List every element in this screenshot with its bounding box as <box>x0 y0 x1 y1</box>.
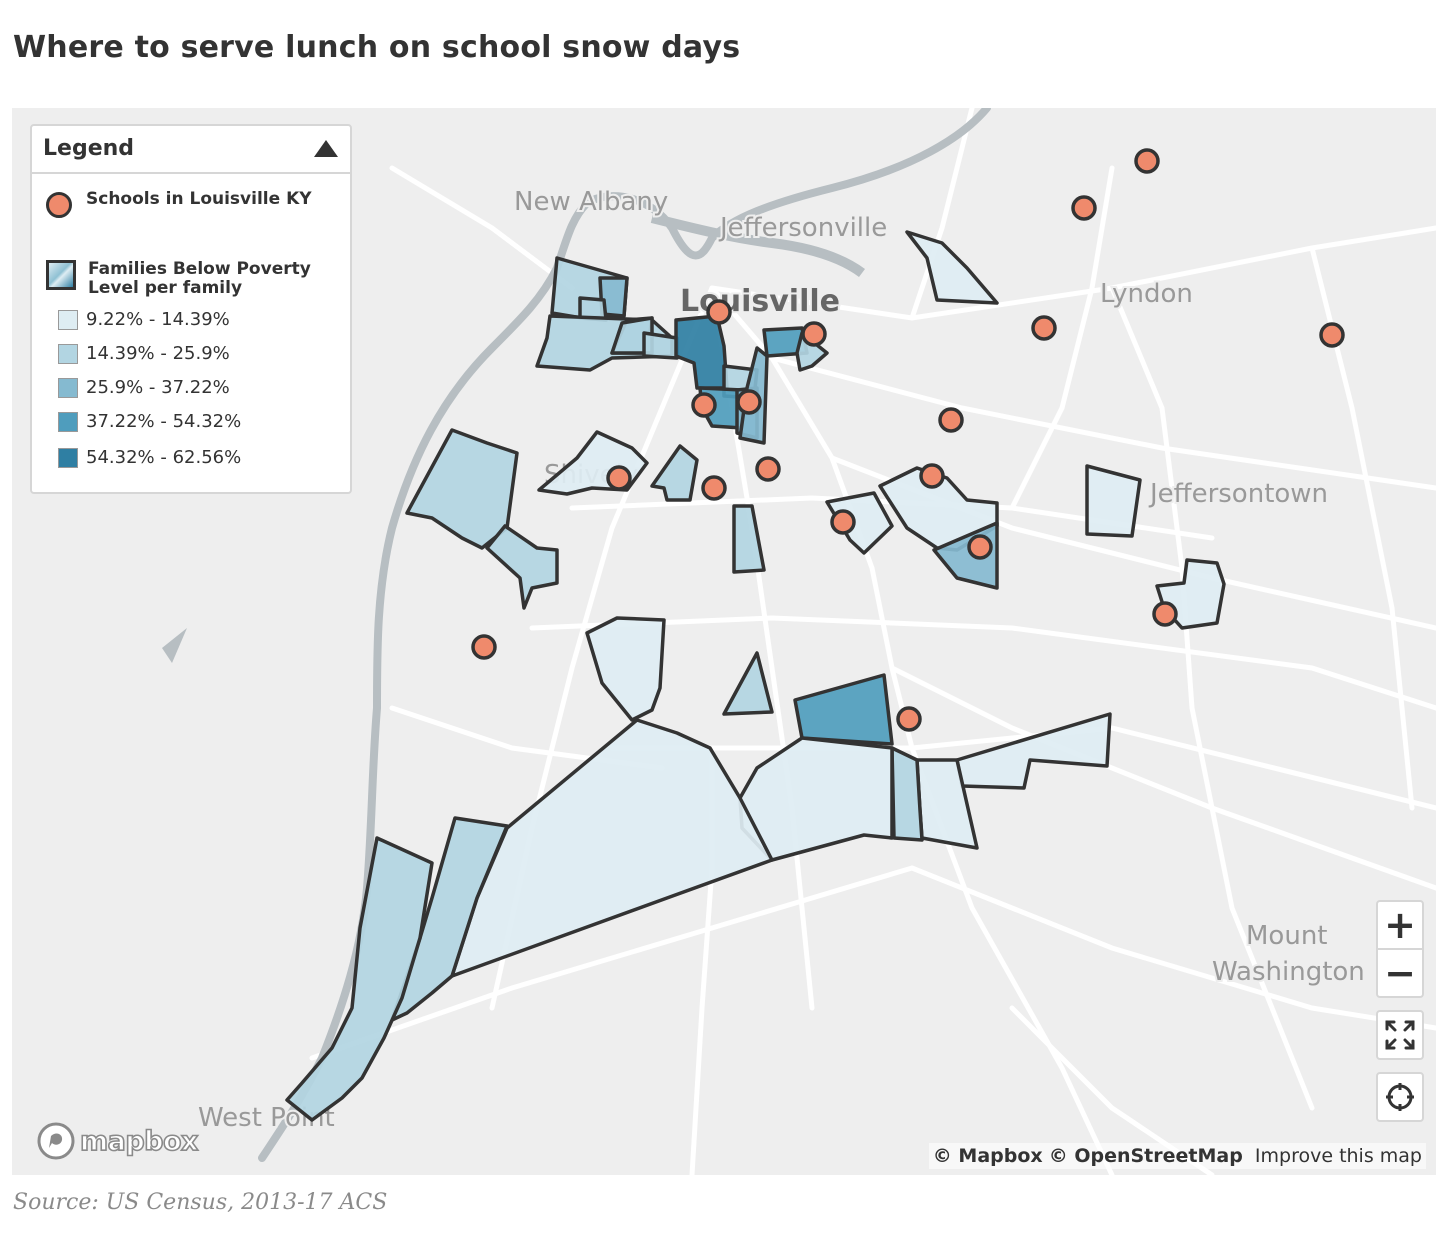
tract[interactable] <box>732 504 766 574</box>
tract[interactable] <box>642 331 679 360</box>
school-point[interactable] <box>736 389 762 415</box>
tract[interactable] <box>650 444 699 502</box>
legend-bin: 37.22% - 54.32% <box>58 411 241 432</box>
place-jeffersontown: Jeffersontown <box>1148 479 1328 509</box>
polygon-swatch-icon <box>46 260 76 290</box>
tract[interactable] <box>585 616 666 722</box>
tract[interactable] <box>793 673 894 746</box>
tract[interactable] <box>390 816 509 1022</box>
mapbox-logo[interactable]: mapbox <box>36 1121 199 1161</box>
school-point[interactable] <box>606 465 632 491</box>
legend-layer-poverty: Families Below Poverty Level per family <box>46 260 348 298</box>
basemap: New Albany Jeffersonville Louisville Lyn… <box>162 108 1436 1175</box>
legend-header[interactable]: Legend <box>32 126 350 174</box>
school-point[interactable] <box>1319 322 1345 348</box>
tract[interactable] <box>485 524 559 610</box>
school-point[interactable] <box>706 299 732 325</box>
zoom-in-button[interactable]: + <box>1384 903 1416 947</box>
school-point[interactable] <box>801 321 827 347</box>
legend-title: Legend <box>43 136 135 161</box>
place-jeffersonville: Jeffersonville <box>718 213 887 243</box>
collapse-triangle-icon[interactable] <box>314 140 338 157</box>
zoom-out-button[interactable]: − <box>1384 951 1416 995</box>
legend-panel: Legend Schools in Louisville KY Families… <box>30 124 352 494</box>
fullscreen-button[interactable] <box>1378 1012 1422 1058</box>
mapbox-wordmark: mapbox <box>79 1125 199 1158</box>
bin-swatch-4 <box>58 411 78 432</box>
tract[interactable] <box>674 314 729 390</box>
legend-poverty-label: Families Below Poverty Level per family <box>88 259 311 298</box>
tract[interactable] <box>1085 464 1142 538</box>
legend-bin: 25.9% - 37.22% <box>58 377 230 398</box>
tract[interactable] <box>890 746 924 842</box>
bin-label-5: 54.32% - 62.56% <box>86 447 242 468</box>
bin-swatch-3 <box>58 377 78 398</box>
school-point[interactable] <box>938 407 964 433</box>
geolocate-button[interactable] <box>1378 1074 1422 1120</box>
mapbox-logo-icon <box>37 1122 75 1160</box>
attribution-osm-link[interactable]: © OpenStreetMap <box>1048 1145 1243 1167</box>
zoom-separator <box>1378 948 1422 950</box>
attribution-mapbox-link[interactable]: © Mapbox <box>932 1145 1043 1167</box>
school-point[interactable] <box>1031 315 1057 341</box>
school-point[interactable] <box>967 534 993 560</box>
place-washington: Washington <box>1212 957 1365 987</box>
bin-swatch-1 <box>58 309 78 330</box>
school-point[interactable] <box>1134 148 1160 174</box>
bin-label-4: 37.22% - 54.32% <box>86 411 242 432</box>
page-title: Where to serve lunch on school snow days <box>13 30 741 65</box>
schools-layer <box>471 148 1345 732</box>
zoom-control: + − <box>1376 900 1424 998</box>
bin-swatch-2 <box>58 343 78 364</box>
tract[interactable] <box>905 230 999 305</box>
tract[interactable] <box>955 712 1112 790</box>
crosshair-icon <box>1386 1083 1414 1111</box>
school-point[interactable] <box>1071 195 1097 221</box>
place-new-albany: New Albany <box>514 187 668 217</box>
tract[interactable] <box>405 428 519 550</box>
school-point[interactable] <box>691 392 717 418</box>
bin-label-1: 9.22% - 14.39% <box>86 309 230 330</box>
tract[interactable] <box>450 718 774 978</box>
legend-bin: 9.22% - 14.39% <box>58 309 230 330</box>
improve-map-link[interactable]: Improve this map <box>1254 1145 1422 1167</box>
school-point[interactable] <box>471 634 497 660</box>
legend-bin: 14.39% - 25.9% <box>58 343 230 364</box>
legend-schools-label: Schools in Louisville KY <box>86 189 312 209</box>
school-point[interactable] <box>830 509 856 535</box>
school-circle-icon <box>46 192 72 218</box>
legend-bin: 54.32% - 62.56% <box>58 447 241 468</box>
school-point[interactable] <box>755 456 781 482</box>
expand-icon <box>1385 1020 1415 1050</box>
school-point[interactable] <box>1152 601 1178 627</box>
geolocate-control <box>1376 1072 1424 1122</box>
school-point[interactable] <box>919 463 945 489</box>
fullscreen-control <box>1376 1010 1424 1060</box>
place-louisville: Louisville <box>680 284 840 319</box>
bin-label-2: 14.39% - 25.9% <box>86 343 230 364</box>
place-lyndon: Lyndon <box>1100 279 1193 309</box>
legend-layer-schools: Schools in Louisville KY <box>46 190 326 218</box>
tract[interactable] <box>285 836 434 1122</box>
map-attribution: © Mapbox © OpenStreetMap Improve this ma… <box>928 1143 1426 1169</box>
school-point[interactable] <box>701 475 727 501</box>
bin-label-3: 25.9% - 37.22% <box>86 377 230 398</box>
place-mount: Mount <box>1246 921 1328 951</box>
map-canvas[interactable]: New Albany Jeffersonville Louisville Lyn… <box>12 108 1436 1175</box>
school-point[interactable] <box>896 706 922 732</box>
bin-swatch-5 <box>58 447 78 468</box>
source-note: Source: US Census, 2013-17 ACS <box>13 1190 388 1215</box>
poverty-tracts <box>285 230 1226 1122</box>
tract[interactable] <box>722 651 774 716</box>
